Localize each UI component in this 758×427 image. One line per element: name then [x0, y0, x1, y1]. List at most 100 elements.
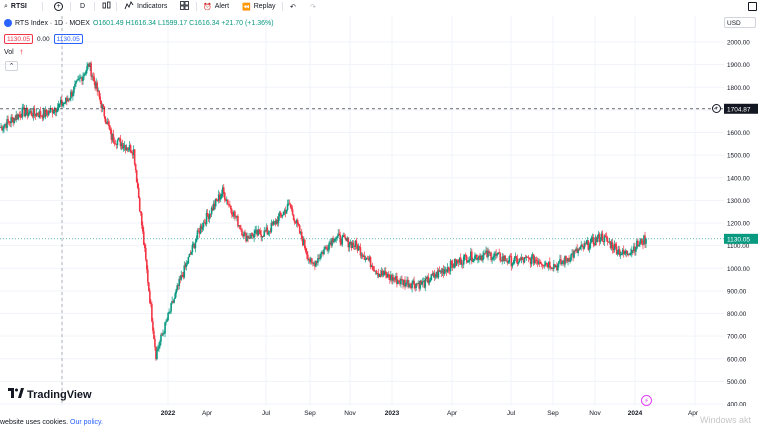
alert-button[interactable]: ⏰ Alert [203, 0, 229, 13]
candle-body [498, 252, 500, 254]
candle-body [206, 212, 209, 216]
cookie-notice: website uses cookies. Our policy. [0, 418, 132, 427]
candle-body [287, 203, 290, 205]
candle-body [155, 346, 157, 360]
candle-body [107, 121, 110, 126]
candle-body [324, 246, 326, 250]
undo-icon: ↶ [290, 3, 296, 11]
price-axis[interactable]: 2000.001900.001800.001700.001600.001500.… [724, 16, 758, 406]
candle-body [446, 267, 449, 272]
candle-body [245, 233, 247, 242]
candle-body [279, 212, 282, 215]
candle-body [366, 258, 369, 259]
candle-body [531, 254, 534, 257]
cookie-policy-link[interactable]: Our policy. [70, 419, 103, 426]
candle-body [282, 211, 285, 216]
candle-body [376, 273, 379, 275]
candle-body [75, 81, 77, 85]
candle-body [511, 263, 514, 267]
candle-body [500, 260, 503, 262]
candle-body [37, 115, 40, 118]
candle-body [592, 237, 595, 244]
candle-body [641, 238, 643, 245]
candle-body [160, 334, 162, 342]
candle-body [317, 258, 319, 263]
candle-body [269, 231, 272, 233]
candle-body [520, 257, 523, 261]
candle-body [264, 230, 267, 232]
replay-button[interactable]: ⏪ Replay [242, 0, 276, 13]
candle-body [632, 249, 634, 251]
candle-body [246, 235, 248, 242]
candle-body [187, 257, 190, 264]
candle-body [98, 90, 101, 97]
candle-body [480, 255, 482, 260]
candle-body [273, 221, 276, 223]
candle-body [374, 270, 377, 272]
candle-body [363, 256, 366, 261]
candle-body [2, 128, 4, 131]
candle-body [171, 300, 173, 304]
crosshair-target-icon[interactable]: + [712, 104, 721, 113]
undo-button[interactable]: ↶ [290, 0, 296, 13]
candle-body [326, 247, 328, 251]
candle-body [555, 265, 557, 268]
fullscreen-icon[interactable] [748, 2, 757, 11]
candle-body [565, 256, 567, 260]
candle-body [309, 259, 311, 262]
candle-body [508, 256, 511, 263]
currency-selector[interactable] [724, 17, 756, 28]
candle-body [0, 126, 2, 129]
symbol-search[interactable]: ⌕ RTSI [4, 0, 27, 13]
candle-body [53, 108, 56, 112]
candle-body [164, 322, 166, 334]
candle-body [222, 187, 225, 193]
divider [70, 2, 71, 11]
candle-body [484, 253, 486, 254]
lightning-icon[interactable]: ⚡ [641, 395, 652, 406]
candle-body [219, 196, 222, 200]
candle-body [213, 203, 216, 207]
sell-badge[interactable]: 1130.05 [4, 34, 34, 44]
price-chart[interactable] [0, 16, 724, 406]
candle-body [504, 255, 507, 261]
compare-button[interactable]: + [54, 0, 63, 13]
tradingview-logo[interactable]: TradingView [8, 388, 92, 401]
candle-body [439, 270, 442, 272]
candle-body [122, 146, 125, 149]
collapse-legend-button[interactable]: ⌃ [5, 61, 18, 71]
candle-body [497, 252, 499, 255]
candle-body [515, 256, 518, 259]
candle-body [340, 242, 343, 245]
candle-body [238, 225, 240, 227]
candle-body [387, 274, 389, 278]
candle-body [469, 258, 471, 261]
candle-body [143, 244, 146, 249]
time-axis[interactable]: 2022 Apr Jul Sep Nov 2023 Apr Jul Sep Nov 2024 Apr [0, 406, 724, 418]
candle-body [459, 257, 462, 265]
candle-body [289, 204, 292, 208]
candle-body [250, 232, 252, 239]
buy-badge[interactable]: 1130.05 [53, 34, 83, 44]
candle-body [461, 263, 464, 265]
candle-body [589, 241, 592, 249]
layouts-button[interactable] [180, 0, 189, 13]
chart-type-button[interactable] [102, 0, 111, 13]
candle-body [514, 256, 517, 258]
candle-body [361, 254, 364, 257]
indicators-button[interactable]: Indicators [124, 0, 167, 13]
candle-body [270, 222, 273, 232]
candle-body [359, 247, 362, 256]
interval-button[interactable]: D [80, 0, 85, 13]
candle-body [415, 283, 417, 289]
hidden-indicator-icon[interactable]: † [19, 49, 24, 56]
candle-body [161, 334, 163, 336]
candle-body [124, 145, 127, 151]
redo-button[interactable]: ↷ [310, 0, 316, 13]
candle-body [231, 209, 233, 215]
candle-body [496, 254, 498, 256]
divider [196, 2, 197, 11]
candle-body [174, 293, 176, 299]
candle-body [418, 283, 420, 289]
candle-body [330, 242, 332, 246]
